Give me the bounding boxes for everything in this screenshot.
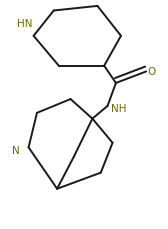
Text: NH: NH: [111, 104, 126, 114]
Text: N: N: [12, 145, 19, 155]
Text: O: O: [148, 67, 156, 77]
Text: HN: HN: [17, 19, 32, 29]
